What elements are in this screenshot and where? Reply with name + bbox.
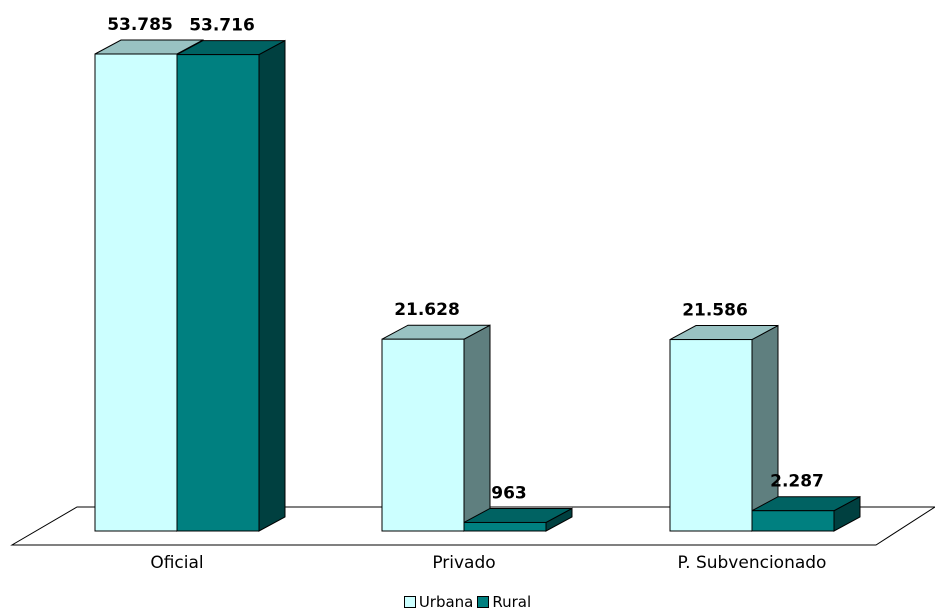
category-label: Privado [432,553,495,573]
data-label: 53.785 [107,15,173,35]
legend-label-rural: Rural [492,593,532,611]
data-label: 963 [491,483,527,503]
legend-swatch-urbana [403,596,416,608]
bar-group-1: 21.628 963 Privado [381,300,573,573]
bar-front-face [669,339,753,532]
data-label: 2.287 [770,472,824,492]
bar-urbana-2: 21.586 [669,301,779,532]
bar-rural-1: 963 [463,483,573,532]
bar-urbana-1: 21.628 [381,300,491,532]
bar-front-face [751,510,835,532]
bar-side-face [463,324,491,532]
bar-rural-2: 2.287 [751,472,861,532]
legend-item-rural: Rural [477,593,531,611]
legend-swatch-rural [477,596,490,608]
bar-group-0: 53.785 53.716 Oficial [94,15,286,573]
category-label: P. Subvencionado [678,553,827,573]
data-label: 53.716 [189,16,255,36]
legend: Urbana Rural [0,593,935,611]
legend-label-urbana: Urbana [418,593,474,611]
bar-front-face [176,54,260,532]
data-label: 21.628 [394,300,460,320]
bar-side-face [258,39,286,532]
bar-front-face [381,338,465,532]
bar-group-2: 21.586 2.287 P. Subvencionado [669,301,861,573]
legend-item-urbana: Urbana [403,593,474,611]
data-label: 21.586 [682,301,748,321]
bar-rural-0: 53.716 [176,16,286,532]
bar-front-face [463,521,547,532]
bar-front-face [94,53,178,532]
category-label: Oficial [150,553,203,573]
